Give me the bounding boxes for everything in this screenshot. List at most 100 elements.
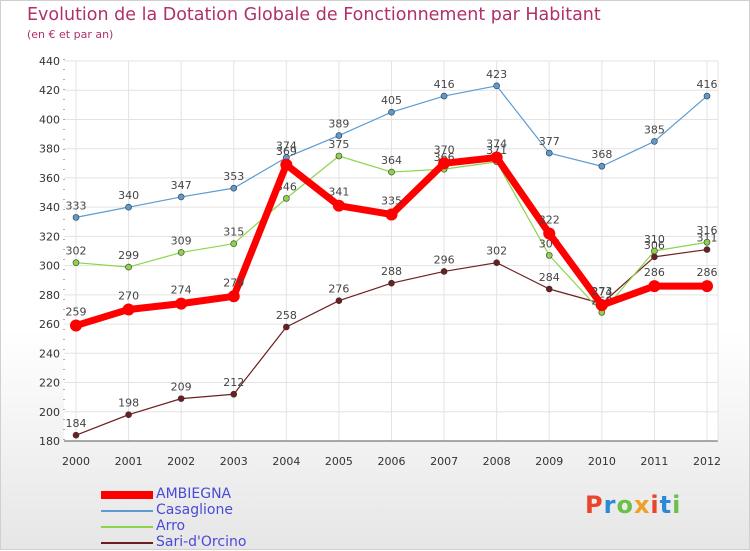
data-label-casaglione: 423 [486, 68, 507, 81]
x-tick-label: 2004 [272, 455, 300, 468]
x-tick-label: 2005 [325, 455, 353, 468]
data-point-casaglione [545, 149, 553, 157]
y-tick-label: 320 [39, 230, 60, 243]
data-label-sari-d-orcino: 311 [697, 232, 718, 245]
data-label-arro: 309 [171, 234, 192, 247]
data-point-sari-d-orcino [177, 395, 185, 402]
data-point-ambiegna [490, 151, 503, 164]
legend-label: Casaglione [156, 502, 233, 518]
data-label-ambiegna: 279 [223, 276, 244, 289]
data-label-sari-d-orcino: 209 [171, 381, 192, 394]
x-tick-label: 2007 [430, 455, 458, 468]
data-point-casaglione [493, 82, 500, 90]
data-label-casaglione: 416 [697, 78, 718, 91]
data-point-casaglione [125, 203, 132, 211]
data-label-casaglione: 374 [276, 139, 297, 152]
proxiti-logo: Proxiti [585, 491, 681, 519]
data-label-casaglione: 377 [539, 135, 560, 148]
x-tick-label: 2011 [640, 455, 668, 468]
data-point-ambiegna [385, 208, 398, 221]
data-label-ambiegna: 335 [381, 194, 402, 207]
data-point-ambiegna [70, 319, 82, 332]
data-point-casaglione [72, 214, 80, 221]
data-label-ambiegna: 369 [276, 145, 297, 158]
data-label-casaglione: 368 [591, 148, 612, 161]
data-label-sari-d-orcino: 284 [539, 271, 560, 284]
legend-swatch [101, 491, 153, 499]
data-label-sari-d-orcino: 258 [276, 309, 297, 322]
data-point-sari-d-orcino [72, 431, 80, 439]
data-label-sari-d-orcino: 306 [644, 239, 665, 252]
data-label-sari-d-orcino: 184 [66, 417, 87, 430]
data-point-casaglione [177, 193, 185, 201]
x-tick-label: 2008 [483, 455, 511, 468]
x-tick-label: 2003 [220, 455, 248, 468]
data-label-ambiegna: 286 [697, 266, 718, 279]
data-label-sari-d-orcino: 198 [118, 397, 139, 410]
x-tick-label: 2009 [535, 455, 563, 468]
y-tick-label: 180 [39, 435, 60, 448]
legend-label: Arro [156, 518, 186, 534]
data-label-ambiegna: 274 [171, 284, 192, 297]
x-tick-label: 2006 [378, 455, 406, 468]
logo-letter: o [616, 491, 634, 519]
data-point-sari-d-orcino [335, 297, 343, 304]
data-label-ambiegna: 286 [644, 266, 665, 279]
legend-swatch [101, 542, 153, 544]
data-label-ambiegna: 273 [591, 285, 612, 298]
data-point-arro [177, 249, 185, 256]
legend-swatch [101, 510, 153, 512]
data-point-arro [388, 168, 395, 176]
data-label-arro: 302 [66, 245, 87, 258]
data-label-arro: 364 [381, 154, 402, 167]
x-tick-label: 2010 [588, 455, 616, 468]
data-point-casaglione [598, 162, 606, 170]
data-point-sari-d-orcino [545, 285, 553, 293]
logo-letter: P [585, 491, 604, 519]
y-tick-label: 220 [39, 377, 60, 390]
data-label-ambiegna: 270 [118, 289, 139, 302]
x-tick-label: 2001 [115, 455, 143, 468]
x-tick-label: 2012 [693, 455, 721, 468]
y-tick-label: 260 [39, 318, 60, 331]
data-label-arro: 375 [328, 138, 349, 151]
data-label-arro: 316 [697, 224, 718, 237]
data-label-casaglione: 416 [434, 78, 455, 91]
y-tick-label: 200 [39, 406, 60, 419]
data-point-ambiegna [648, 280, 661, 293]
data-label-ambiegna: 374 [486, 137, 507, 150]
logo-letter: x [633, 491, 651, 519]
data-label-arro: 315 [223, 226, 244, 239]
data-point-sari-d-orcino [493, 259, 500, 266]
data-point-ambiegna [438, 157, 451, 170]
data-label-arro: 310 [644, 233, 665, 246]
data-point-arro [283, 195, 290, 202]
data-point-arro [651, 247, 658, 255]
logo-letter: t [659, 491, 673, 519]
data-label-casaglione: 333 [66, 199, 87, 212]
data-point-casaglione [651, 138, 658, 145]
y-tick-label: 360 [39, 172, 60, 185]
data-point-casaglione [703, 92, 711, 100]
data-point-ambiegna [595, 299, 608, 312]
data-label-arro: 299 [118, 249, 139, 262]
y-tick-label: 240 [39, 347, 60, 360]
chart-subtitle: (en € et par an) [27, 28, 114, 41]
data-point-arro [703, 238, 711, 246]
data-label-ambiegna: 259 [66, 306, 87, 319]
data-label-sari-d-orcino: 302 [486, 245, 507, 258]
data-point-sari-d-orcino [230, 390, 238, 398]
data-point-arro [335, 152, 343, 160]
data-point-arro [125, 263, 132, 271]
data-point-ambiegna [280, 158, 293, 171]
legend-label: Sari-d'Orcino [156, 534, 247, 550]
data-point-ambiegna [122, 303, 135, 316]
chart-title: Evolution de la Dotation Globale de Fonc… [27, 5, 601, 25]
y-tick-label: 300 [39, 260, 60, 273]
data-point-ambiegna [175, 297, 188, 310]
data-point-ambiegna [543, 227, 556, 240]
data-label-casaglione: 389 [328, 118, 349, 131]
legend-label: AMBIEGNA [156, 486, 232, 502]
y-tick-label: 280 [39, 289, 60, 302]
